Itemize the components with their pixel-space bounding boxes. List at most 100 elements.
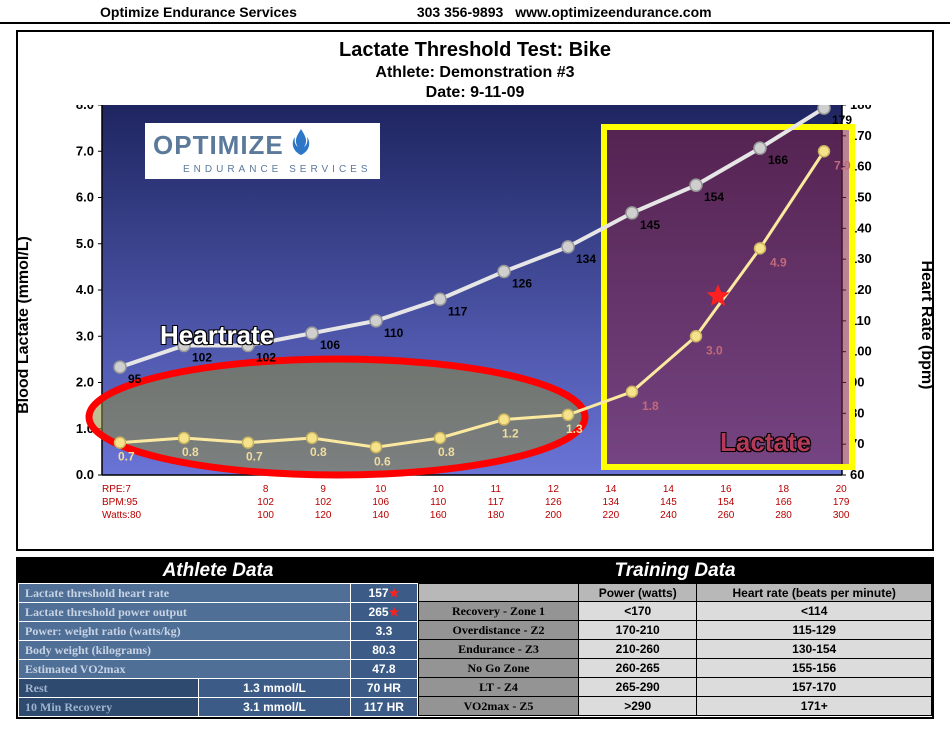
training-header: Power (watts) — [579, 584, 697, 602]
athlete-table-wrap: Lactate threshold heart rate157★Lactate … — [18, 583, 418, 717]
x-cell: 11 — [467, 483, 525, 496]
svg-text:7.0: 7.0 — [76, 143, 94, 158]
logo-sub: ENDURANCE SERVICES — [183, 164, 372, 175]
x-cell: 110 — [409, 496, 467, 509]
zone-name: Recovery - Zone 1 — [419, 602, 579, 621]
zone-name: VO2max - Z5 — [419, 697, 579, 716]
zone-power: <170 — [579, 602, 697, 621]
x-cell: 134 — [582, 496, 640, 509]
training-row: VO2max - Z5>290171+ — [419, 697, 932, 716]
svg-text:180: 180 — [850, 105, 872, 112]
tables-header: Athlete Data Training Data — [18, 559, 932, 583]
page-root: Optimize Endurance Services 303 356-9893… — [0, 0, 950, 719]
x-cell: 102 — [294, 496, 352, 509]
zone-power: 170-210 — [579, 621, 697, 640]
x-row-label: Watts:80 — [102, 509, 237, 522]
header-url: www.optimizeendurance.com — [515, 4, 711, 20]
athlete-table: Lactate threshold heart rate157★Lactate … — [18, 583, 418, 717]
svg-text:7.0: 7.0 — [834, 158, 851, 172]
athlete-value: 117 HR — [350, 698, 417, 717]
athlete-label: Estimated VO2max — [19, 660, 351, 679]
training-row: Recovery - Zone 1<170<114 — [419, 602, 932, 621]
svg-text:1.3: 1.3 — [566, 422, 583, 436]
svg-text:106: 106 — [320, 338, 340, 352]
svg-text:1.2: 1.2 — [502, 427, 519, 441]
x-cell: 100 — [237, 509, 295, 522]
svg-text:4.9: 4.9 — [770, 255, 787, 269]
zone-hr: <114 — [697, 602, 932, 621]
svg-text:6.0: 6.0 — [76, 190, 94, 205]
athlete-row: Body weight (kilograms)80.3 — [19, 641, 418, 660]
x-cell: 120 — [294, 509, 352, 522]
training-header — [419, 584, 579, 602]
athlete-value: 265★ — [350, 603, 417, 622]
x-cell: 102 — [237, 496, 295, 509]
training-table: Power (watts)Heart rate (beats per minut… — [418, 583, 932, 716]
training-row: No Go Zone260-265155-156 — [419, 659, 932, 678]
data-tables: Athlete Data Training Data Lactate thres… — [16, 557, 934, 719]
x-cell: 200 — [525, 509, 583, 522]
x-row-label: RPE:7 — [102, 483, 237, 496]
athlete-label: Rest — [19, 679, 199, 698]
zone-hr: 115-129 — [697, 621, 932, 640]
zone-name: Endurance - Z3 — [419, 640, 579, 659]
x-cell: 240 — [640, 509, 698, 522]
athlete-mid: 3.1 mmol/L — [199, 698, 351, 717]
x-axis-table: RPE:789101011121414161820BPM:95102102106… — [102, 483, 870, 522]
athlete-row: Lactate threshold heart rate157★ — [19, 584, 418, 603]
zone-power: 210-260 — [579, 640, 697, 659]
svg-text:3.0: 3.0 — [706, 343, 723, 357]
zone-hr: 130-154 — [697, 640, 932, 659]
athlete-value: 80.3 — [350, 641, 417, 660]
athlete-row: Power: weight ratio (watts/kg)3.3 — [19, 622, 418, 641]
athlete-label: Lactate threshold power output — [19, 603, 351, 622]
training-row: Endurance - Z3210-260130-154 — [419, 640, 932, 659]
training-table-wrap: Power (watts)Heart rate (beats per minut… — [418, 583, 932, 717]
athlete-row: Estimated VO2max47.8 — [19, 660, 418, 679]
chart-title-block: Lactate Threshold Test: Bike Athlete: De… — [30, 38, 920, 103]
svg-text:5.0: 5.0 — [76, 236, 94, 251]
athlete-row: 10 Min Recovery3.1 mmol/L117 HR — [19, 698, 418, 717]
svg-text:110: 110 — [384, 326, 404, 340]
x-cell: 280 — [755, 509, 813, 522]
header-phone: 303 356-9893 — [417, 4, 503, 20]
x-cell: 9 — [294, 483, 352, 496]
zone-name: No Go Zone — [419, 659, 579, 678]
athlete-value: 3.3 — [350, 622, 417, 641]
x-cell: 20 — [812, 483, 870, 496]
svg-text:0.6: 0.6 — [374, 454, 391, 468]
svg-text:166: 166 — [768, 153, 788, 167]
logo-box: OPTIMIZE ENDURANCE SERVICES — [145, 123, 380, 179]
svg-text:0.8: 0.8 — [182, 445, 199, 459]
training-header: Heart rate (beats per minute) — [697, 584, 932, 602]
svg-text:0.8: 0.8 — [310, 445, 327, 459]
svg-text:102: 102 — [256, 351, 276, 365]
svg-text:0.8: 0.8 — [438, 445, 455, 459]
x-cell: 8 — [237, 483, 295, 496]
svg-text:1.8: 1.8 — [642, 399, 659, 413]
y-left-axis-title: Blood Lactate (mmol/L) — [15, 236, 33, 414]
y-right-axis-title: Heart Rate (bpm) — [917, 261, 935, 390]
heartrate-annotation: Heartrate — [160, 320, 274, 351]
svg-text:145: 145 — [640, 218, 660, 232]
athlete-value: 70 HR — [350, 679, 417, 698]
zone-hr: 171+ — [697, 697, 932, 716]
x-row-label: BPM:95 — [102, 496, 237, 509]
x-cell: 140 — [352, 509, 410, 522]
zone-power: 265-290 — [579, 678, 697, 697]
x-cell: 10 — [352, 483, 410, 496]
x-cell: 16 — [697, 483, 755, 496]
x-cell: 220 — [582, 509, 640, 522]
chart-area: Blood Lactate (mmol/L) Heart Rate (bpm) … — [30, 105, 920, 545]
header-company: Optimize Endurance Services — [100, 4, 297, 20]
svg-text:179: 179 — [832, 113, 852, 127]
svg-text:0.7: 0.7 — [118, 450, 135, 464]
x-cell: 14 — [640, 483, 698, 496]
athlete-label: Lactate threshold heart rate — [19, 584, 351, 603]
svg-text:154: 154 — [704, 190, 724, 204]
athlete-label: Power: weight ratio (watts/kg) — [19, 622, 351, 641]
svg-text:134: 134 — [576, 252, 596, 266]
chart-panel: Lactate Threshold Test: Bike Athlete: De… — [16, 30, 934, 551]
athlete-row: Rest1.3 mmol/L70 HR — [19, 679, 418, 698]
x-cell: 10 — [409, 483, 467, 496]
